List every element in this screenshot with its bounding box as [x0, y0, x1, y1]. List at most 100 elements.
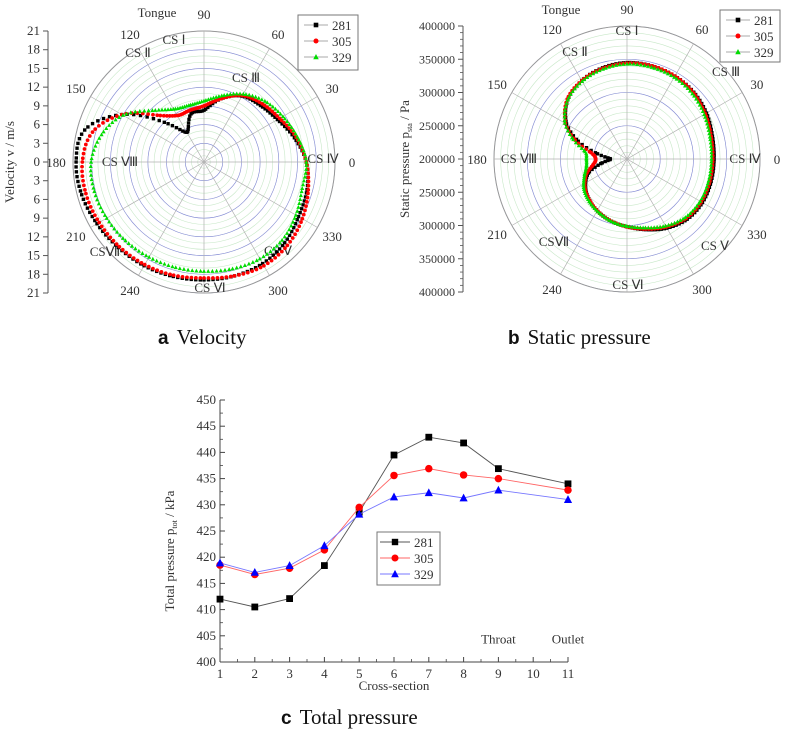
data-point	[237, 273, 241, 277]
angle-tick-label: 300	[692, 282, 712, 297]
y-tick-label: 450	[197, 392, 217, 407]
data-point	[295, 134, 300, 139]
data-point	[265, 100, 270, 105]
data-point	[114, 242, 119, 246]
y-axis-label: Velocity v / m/s	[2, 121, 17, 203]
radial-tick-label: 9	[34, 210, 41, 225]
data-point	[273, 115, 277, 119]
data-point	[198, 276, 203, 280]
data-point	[88, 164, 93, 169]
angle-spoke	[626, 92, 743, 160]
data-point	[293, 232, 297, 237]
y-axis-label-sub: tot	[170, 519, 179, 528]
data-point	[300, 144, 305, 149]
data-point	[170, 114, 175, 118]
data-point	[165, 114, 169, 118]
data-point	[260, 101, 265, 106]
data-point	[237, 91, 243, 96]
data-point	[95, 139, 100, 144]
data-point	[688, 88, 693, 93]
data-point	[90, 181, 95, 186]
data-point	[186, 267, 191, 272]
data-point	[297, 201, 302, 205]
data-point	[81, 178, 85, 183]
data-point	[268, 256, 272, 260]
data-point	[234, 91, 239, 96]
data-point	[211, 95, 216, 100]
data-point	[289, 125, 294, 130]
data-point	[124, 111, 129, 116]
data-point	[228, 274, 233, 279]
data-point	[614, 62, 619, 67]
data-point	[250, 567, 259, 576]
data-point	[88, 204, 93, 209]
data-point	[202, 108, 206, 112]
data-point	[198, 109, 202, 114]
radial-tick-label: 9	[34, 98, 41, 113]
data-point	[306, 191, 310, 196]
radial-tick-label: 21	[27, 285, 40, 300]
data-point	[250, 269, 254, 273]
radial-tick-label: 18	[27, 266, 40, 281]
data-point	[708, 143, 714, 148]
data-point	[93, 127, 98, 132]
data-point	[115, 229, 120, 234]
angle-tick-label: 90	[621, 2, 634, 17]
data-point	[257, 263, 262, 268]
data-point	[176, 274, 180, 279]
data-point	[201, 98, 207, 103]
series-line	[219, 436, 569, 608]
data-point	[254, 258, 259, 263]
data-point	[263, 107, 267, 111]
data-point	[238, 264, 243, 269]
data-point	[295, 208, 300, 213]
data-point	[91, 185, 96, 190]
data-point	[105, 118, 110, 123]
data-point	[79, 193, 84, 197]
radial-tick-label: 300000	[419, 219, 455, 233]
data-point	[564, 124, 569, 129]
data-point	[194, 268, 199, 273]
data-point	[301, 203, 305, 207]
data-point	[101, 120, 105, 125]
data-point	[245, 270, 250, 275]
section-annotation: CS Ⅲ	[232, 70, 260, 85]
data-point	[277, 116, 282, 121]
data-point	[89, 156, 94, 161]
y-tick-label: 445	[197, 418, 217, 433]
section-annotation: CS Ⅵ	[612, 277, 643, 292]
angle-spoke	[203, 48, 270, 163]
data-point	[583, 167, 588, 172]
data-point	[74, 160, 78, 164]
data-point	[707, 175, 712, 180]
data-point	[287, 126, 292, 131]
y-axis-label-unit: / kPa	[162, 490, 177, 520]
data-point	[128, 110, 133, 115]
data-point	[269, 258, 274, 263]
data-point	[186, 121, 191, 125]
data-point	[264, 259, 269, 263]
data-point	[708, 169, 713, 174]
data-point	[694, 96, 699, 101]
data-point	[579, 145, 584, 150]
section-annotation: CSⅦ	[90, 244, 120, 259]
data-point	[291, 225, 296, 230]
caption-a: a Velocity	[158, 325, 247, 350]
data-point	[214, 94, 219, 99]
data-point	[253, 100, 258, 104]
angle-tick-label: 180	[467, 152, 487, 167]
data-point	[101, 129, 106, 134]
data-point	[250, 260, 255, 264]
data-point	[298, 141, 303, 145]
legend-label: 329	[414, 567, 434, 582]
data-point	[581, 178, 586, 183]
data-point	[268, 102, 273, 107]
data-point	[288, 239, 293, 244]
angle-tick-label: 30	[326, 81, 339, 96]
data-point	[709, 156, 714, 161]
data-point	[220, 275, 224, 280]
data-point	[146, 112, 150, 116]
data-point	[584, 163, 589, 168]
data-point	[75, 146, 79, 150]
data-point	[99, 224, 104, 229]
